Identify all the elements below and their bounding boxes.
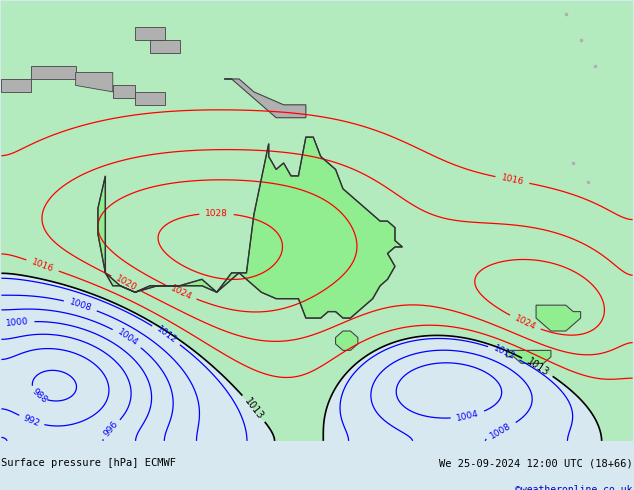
- Polygon shape: [1, 79, 31, 92]
- Polygon shape: [75, 73, 113, 92]
- Text: 1024: 1024: [169, 283, 193, 301]
- Polygon shape: [113, 85, 135, 98]
- Polygon shape: [224, 79, 306, 118]
- Text: 1013: 1013: [242, 396, 265, 421]
- Text: ©weatheronline.co.uk: ©weatheronline.co.uk: [515, 485, 633, 490]
- Polygon shape: [135, 27, 165, 40]
- Text: 992: 992: [22, 414, 41, 428]
- Text: 1024: 1024: [513, 314, 537, 332]
- Text: 1012: 1012: [155, 324, 178, 345]
- Polygon shape: [98, 137, 403, 318]
- Text: 1008: 1008: [68, 297, 93, 313]
- Polygon shape: [536, 305, 581, 331]
- Text: 1013: 1013: [525, 356, 551, 378]
- Polygon shape: [507, 350, 551, 363]
- Text: 1028: 1028: [205, 209, 228, 218]
- Text: 1016: 1016: [30, 257, 55, 274]
- Text: 1012: 1012: [492, 344, 516, 362]
- Text: 996: 996: [102, 419, 120, 439]
- Text: We 25-09-2024 12:00 UTC (18+66): We 25-09-2024 12:00 UTC (18+66): [439, 459, 633, 468]
- Polygon shape: [31, 66, 75, 79]
- Polygon shape: [135, 92, 165, 105]
- Text: 1004: 1004: [456, 409, 480, 423]
- Text: 1016: 1016: [500, 173, 524, 187]
- Text: 1004: 1004: [115, 328, 139, 348]
- Text: 1000: 1000: [5, 318, 29, 328]
- Text: 988: 988: [30, 387, 49, 405]
- Text: 1008: 1008: [489, 421, 513, 441]
- Text: Surface pressure [hPa] ECMWF: Surface pressure [hPa] ECMWF: [1, 459, 176, 468]
- Polygon shape: [150, 40, 179, 53]
- Polygon shape: [335, 331, 358, 350]
- Text: 1020: 1020: [114, 274, 139, 293]
